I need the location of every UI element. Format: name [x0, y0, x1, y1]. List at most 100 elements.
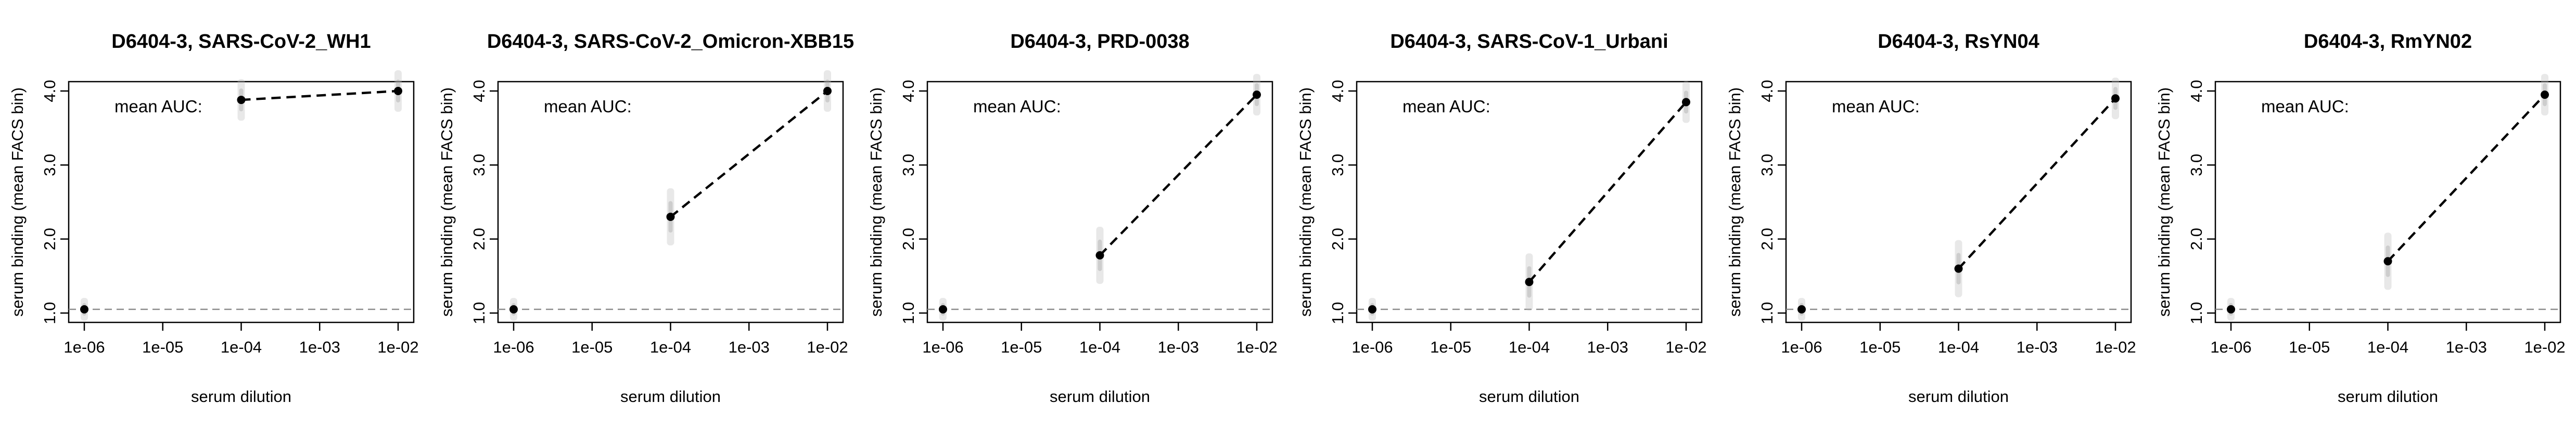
series-line-segment — [241, 89, 399, 101]
data-point — [1797, 305, 1806, 314]
chart-title: D6404-3, SARS-CoV-2_WH1 — [111, 31, 371, 53]
series-line-segment — [670, 90, 828, 218]
chart-title: D6404-3, PRD-0038 — [1010, 31, 1189, 53]
x-tick-label: 1e-02 — [377, 338, 418, 356]
data-point — [1253, 90, 1261, 99]
y-tick-label: 4.0 — [470, 80, 488, 102]
x-tick-label: 1e-05 — [1001, 338, 1042, 356]
y-tick-label: 1.0 — [899, 302, 917, 324]
y-axis-label: serum binding (mean FACS bin) — [2155, 87, 2173, 317]
data-point — [394, 87, 402, 95]
x-tick-label: 1e-04 — [1079, 338, 1120, 356]
y-tick-label: 3.0 — [899, 154, 917, 176]
chart-panel-2: D6404-3, SARS-CoV-2_Omicron-XBB15 1e-06 1e… — [438, 31, 854, 406]
mean-auc-label: mean AUC: — [1832, 97, 1920, 116]
y-tick-label: 3.0 — [41, 154, 59, 176]
chart-title: D6404-3, RsYN04 — [1878, 31, 2039, 53]
x-tick-label: 1e-02 — [1236, 338, 1277, 356]
y-axis-label: serum binding (mean FACS bin) — [8, 87, 27, 317]
y-tick-label: 1.0 — [41, 302, 59, 324]
y-tick-label: 4.0 — [899, 80, 917, 102]
x-tick-label: 1e-06 — [2210, 338, 2251, 356]
x-axis-label: serum dilution — [1479, 387, 1579, 406]
data-point — [2111, 94, 2120, 103]
x-tick-label: 1e-05 — [1859, 338, 1901, 356]
data-point — [237, 96, 246, 105]
y-tick-label: 4.0 — [41, 80, 59, 102]
x-tick-label: 1e-02 — [1665, 338, 1706, 356]
y-tick-label: 3.0 — [1758, 154, 1776, 176]
y-tick-label: 4.0 — [1329, 80, 1347, 102]
x-axis-label: serum dilution — [1050, 387, 1150, 406]
data-point — [666, 212, 675, 221]
mean-auc-label: mean AUC: — [114, 97, 202, 116]
x-tick-label: 1e-03 — [2017, 338, 2058, 356]
chart-title: D6404-3, SARS-CoV-2_Omicron-XBB15 — [487, 31, 854, 53]
data-point — [1954, 264, 1963, 273]
x-tick-label: 1e-03 — [2446, 338, 2487, 356]
data-point — [509, 305, 518, 314]
data-point — [2383, 257, 2392, 266]
y-tick-label: 3.0 — [470, 154, 488, 176]
mean-auc-label: mean AUC: — [544, 97, 632, 116]
mean-auc-label: mean AUC: — [2261, 97, 2349, 116]
y-axis-label: serum binding (mean FACS bin) — [867, 87, 885, 317]
x-axis-label: serum dilution — [620, 387, 721, 406]
mean-auc-label: mean AUC: — [1402, 97, 1490, 116]
x-tick-label: 1e-06 — [1351, 338, 1393, 356]
y-tick-label: 4.0 — [1758, 80, 1776, 102]
x-axis-label: serum dilution — [1908, 387, 2009, 406]
y-axis-label: serum binding (mean FACS bin) — [1726, 87, 1744, 317]
x-tick-label: 1e-06 — [63, 338, 105, 356]
x-tick-label: 1e-06 — [1781, 338, 1822, 356]
x-tick-label: 1e-05 — [2289, 338, 2330, 356]
data-point — [80, 305, 88, 314]
x-tick-label: 1e-04 — [221, 338, 262, 356]
data-point — [939, 305, 947, 314]
plot-frame — [926, 81, 1273, 323]
x-tick-label: 1e-05 — [142, 338, 183, 356]
chart-panel-3: D6404-3, PRD-0038 1e-06 1e-05 1e-04 1e-03 1e-… — [867, 31, 1278, 406]
y-tick-label: 2.0 — [41, 228, 59, 250]
x-tick-label: 1e-02 — [807, 338, 848, 356]
series-line-segment — [1528, 101, 1687, 283]
y-tick-label: 1.0 — [2187, 302, 2205, 324]
series-line-segment — [2387, 94, 2546, 262]
y-axis-label: serum binding (mean FACS bin) — [438, 87, 456, 317]
x-tick-label: 1e-06 — [493, 338, 534, 356]
data-point — [823, 87, 832, 95]
chart-panel-6: D6404-3, RmYN02 1e-06 1e-05 1e-04 1e-03 1e-02… — [2155, 31, 2566, 406]
x-tick-label: 1e-04 — [1509, 338, 1550, 356]
y-tick-label: 3.0 — [2187, 154, 2205, 176]
x-tick-label: 1e-06 — [922, 338, 963, 356]
y-tick-label: 1.0 — [470, 302, 488, 324]
x-axis-label: serum dilution — [191, 387, 291, 406]
y-tick-label: 4.0 — [2187, 80, 2205, 102]
x-axis-label: serum dilution — [2338, 387, 2438, 406]
x-tick-label: 1e-04 — [650, 338, 691, 356]
y-tick-label: 2.0 — [899, 228, 917, 250]
chart-panel-5: D6404-3, RsYN04 1e-06 1e-05 1e-04 1e-03 1e-02… — [1726, 31, 2136, 406]
x-tick-label: 1e-04 — [1938, 338, 1979, 356]
y-tick-label: 1.0 — [1758, 302, 1776, 324]
series-line-segment — [1957, 97, 2116, 270]
x-tick-label: 1e-03 — [1158, 338, 1199, 356]
x-tick-label: 1e-02 — [2524, 338, 2565, 356]
y-tick-label: 2.0 — [2187, 228, 2205, 250]
y-tick-label: 2.0 — [1329, 228, 1347, 250]
x-tick-label: 1e-02 — [2095, 338, 2136, 356]
y-tick-label: 2.0 — [470, 228, 488, 250]
x-tick-label: 1e-05 — [571, 338, 613, 356]
y-tick-label: 2.0 — [1758, 228, 1776, 250]
x-tick-label: 1e-04 — [2367, 338, 2408, 356]
y-tick-label: 3.0 — [1329, 154, 1347, 176]
x-tick-label: 1e-03 — [1587, 338, 1628, 356]
data-point — [1525, 278, 1534, 287]
chart-title: D6404-3, RmYN02 — [2304, 31, 2472, 53]
data-point — [1682, 98, 1690, 107]
x-tick-label: 1e-05 — [1430, 338, 1471, 356]
data-point — [1095, 251, 1104, 259]
data-point — [2227, 305, 2235, 314]
data-point — [1368, 305, 1376, 314]
